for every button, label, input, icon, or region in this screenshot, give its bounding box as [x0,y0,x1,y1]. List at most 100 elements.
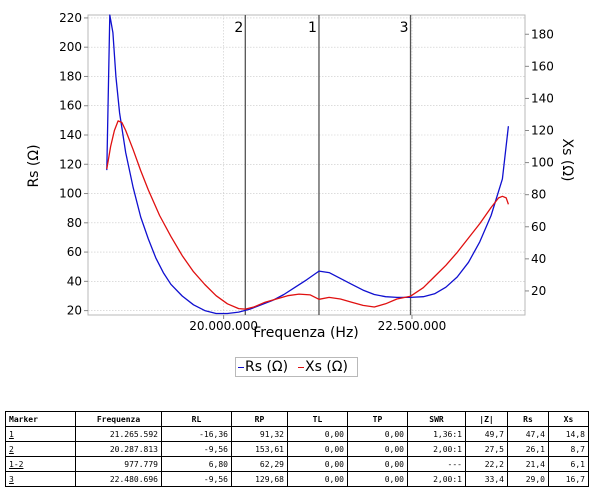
column-header: TL [287,411,348,427]
table-cell: -16,36 [161,426,232,442]
table-cell: 0,00 [347,456,408,472]
right-tick-label: 180 [531,27,554,41]
right-tick-label: 120 [531,124,554,138]
marker-table: Marker Frequenza RL RP TL TP SWR |Z| Rs … [5,411,589,487]
x-tick-label: 22.500.000 [378,319,447,333]
table-cell: 153,61 [231,441,288,457]
marker-id-cell: 1 [5,426,76,442]
marker-label: 2 [234,20,243,36]
left-tick-label: 220 [59,11,82,25]
series-line [106,14,510,315]
table-cell: 0,00 [347,441,408,457]
table-row: 1-2 977.779 6,80 62,29 0,00 0,00 --- 22,2 21,4 6,… [5,456,589,472]
table-cell: -9,56 [161,471,232,487]
column-header: Marker [5,411,76,427]
column-header: Frequenza [75,411,162,427]
table-cell: 0,00 [287,441,348,457]
right-tick-label: 60 [531,220,546,234]
table-cell: 62,29 [231,456,288,472]
right-tick-label: 100 [531,156,554,170]
table-cell: 27,5 [465,441,508,457]
left-tick-label: 20 [67,304,82,318]
table-cell: 6,80 [161,456,232,472]
column-header: Rs [507,411,549,427]
right-tick-label: 20 [531,284,546,298]
left-tick-label: 140 [59,128,82,142]
marker-label: 3 [400,20,409,36]
table-cell: 14,8 [548,426,589,442]
table-row: 1 21.265.592 -16,36 91,32 0,00 0,00 1,36:1 49,7… [5,426,589,442]
left-tick-label: 160 [59,99,82,113]
right-tick-label: 80 [531,188,546,202]
marker-label: 1 [308,20,317,36]
table-cell: 0,00 [287,471,348,487]
table-cell: 26,1 [507,441,549,457]
table-cell: 22.480.696 [75,471,162,487]
table-cell: 47,4 [507,426,549,442]
column-header: Xs [548,411,589,427]
table-cell: 977.779 [75,456,162,472]
left-tick-label: 60 [67,245,82,259]
left-y-axis-label: Rs (Ω) [26,144,42,187]
table-cell: 0,00 [287,456,348,472]
legend-label-xs: Xs (Ω) [305,359,348,375]
column-header: TP [347,411,408,427]
table-row: 2 20.287.813 -9,56 153,61 0,00 0,00 2,00:1 27,5… [5,441,589,457]
column-header: SWR [407,411,466,427]
x-axis: 20.000.000 22.500.000 [189,315,446,333]
table-cell: 16,7 [548,471,589,487]
right-tick-label: 140 [531,91,554,105]
legend-swatch-rs [238,366,244,368]
table-cell: 0,00 [287,426,348,442]
column-header: RL [161,411,232,427]
right-tick-label: 40 [531,252,546,266]
right-tick-label: 160 [531,59,554,73]
table-row: 3 22.480.696 -9,56 129,68 0,00 0,00 2,00:1 33,4… [5,471,589,487]
table-cell: 2,00:1 [407,471,466,487]
column-header: RP [231,411,288,427]
table-cell: 0,00 [347,426,408,442]
table-cell: 8,7 [548,441,589,457]
table-cell: 22,2 [465,456,508,472]
series-lines [106,14,510,315]
left-y-axis: 20 40 60 80 100 120 140 160 180 200 220 [59,11,88,318]
marker-id-cell: 2 [5,441,76,457]
chart-legend: Rs (Ω) Xs (Ω) [235,357,358,377]
table-cell: 33,4 [465,471,508,487]
table-cell: 21,4 [507,456,549,472]
left-tick-label: 80 [67,216,82,230]
right-y-axis: 20 40 60 80 100 120 140 160 180 [525,27,554,298]
table-cell: 20.287.813 [75,441,162,457]
left-tick-label: 120 [59,157,82,171]
table-cell: 2,00:1 [407,441,466,457]
left-tick-label: 40 [67,274,82,288]
plot-area [87,14,526,316]
legend-swatch-xs [298,366,304,368]
x-tick-label: 20.000.000 [189,319,258,333]
left-tick-label: 200 [59,40,82,54]
marker-id-cell: 3 [5,471,76,487]
table-cell: -9,56 [161,441,232,457]
table-cell: 0,00 [347,471,408,487]
table-header-row: Marker Frequenza RL RP TL TP SWR |Z| Rs … [5,411,589,427]
table-cell: 29,0 [507,471,549,487]
table-cell: --- [407,456,466,472]
table-cell: 1,36:1 [407,426,466,442]
legend-item-xs: Xs (Ω) [298,358,348,376]
left-tick-label: 100 [59,187,82,201]
legend-item-rs: Rs (Ω) [238,358,288,376]
legend-label-rs: Rs (Ω) [245,359,289,375]
table-cell: 91,32 [231,426,288,442]
marker-id-cell: 1-2 [5,456,76,472]
table-cell: 49,7 [465,426,508,442]
x-axis-label: Frequenza (Hz) [253,325,359,341]
series-line [106,120,510,310]
table-cell: 21.265.592 [75,426,162,442]
impedance-chart: 2 1 3 20 40 60 80 100 120 140 160 180 200 220 20 40 60… [26,11,575,341]
right-y-axis-label: Xs (Ω) [559,139,575,182]
column-header: |Z| [465,411,508,427]
table-cell: 6,1 [548,456,589,472]
left-tick-label: 180 [59,69,82,83]
marker-lines: 2 1 3 [234,15,412,315]
table-cell: 129,68 [231,471,288,487]
